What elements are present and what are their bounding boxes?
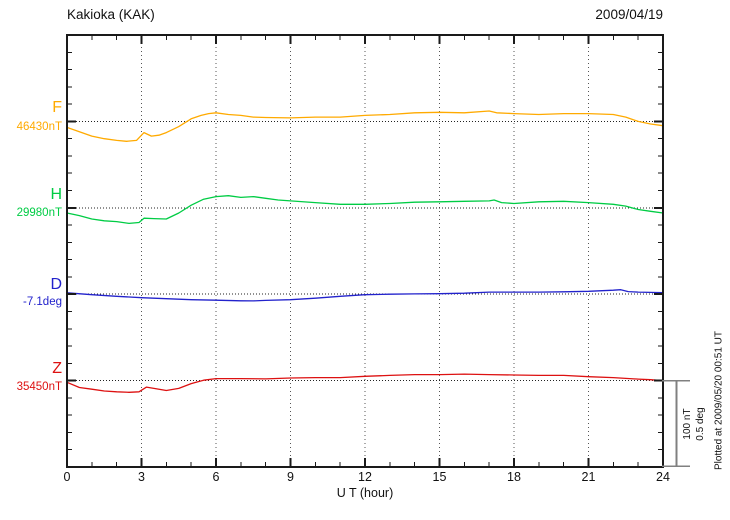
axis-ticks — [66, 34, 664, 468]
series-F-value: 46430nT — [16, 121, 62, 133]
x-tick-label: 21 — [581, 470, 596, 484]
plotted-at-note: Plotted at 2009/05/20 00:51 UT — [713, 331, 725, 470]
traces — [66, 110, 664, 393]
station-title: Kakioka (KAK) — [67, 7, 155, 22]
series-D-value: -7.1deg — [22, 296, 62, 308]
scale-bar-deg-label: 0.5 deg — [694, 407, 706, 441]
series-F-letter: F — [52, 99, 62, 116]
x-tick-label: 12 — [358, 470, 372, 484]
trace-D — [66, 289, 664, 302]
series-H-letter: H — [50, 186, 62, 203]
trace-Z — [66, 373, 664, 393]
scale-bar — [662, 379, 690, 467]
x-tick-label: 0 — [63, 470, 71, 484]
x-tick-label: 6 — [212, 470, 220, 484]
gridlines — [67, 35, 663, 467]
trace-H — [66, 195, 664, 225]
x-tick-label: 3 — [138, 470, 145, 484]
x-tick-label: 24 — [656, 470, 670, 484]
series-Z-value: 35450nT — [16, 381, 62, 393]
trace-F — [66, 110, 664, 142]
x-tick-label: 15 — [432, 470, 447, 484]
series-D-letter: D — [50, 276, 62, 293]
observation-date: 2009/04/19 — [595, 7, 663, 22]
series-Z-letter: Z — [52, 360, 62, 377]
x-tick-label: 18 — [507, 470, 521, 484]
x-tick-label: 9 — [287, 470, 294, 484]
series-H-value: 29980nT — [16, 207, 62, 219]
scale-bar-nt-label: 100 nT — [682, 408, 693, 440]
scale-bar-label: 100 nT 0.5 deg — [682, 374, 708, 474]
x-axis-label: U T (hour) — [336, 486, 394, 500]
